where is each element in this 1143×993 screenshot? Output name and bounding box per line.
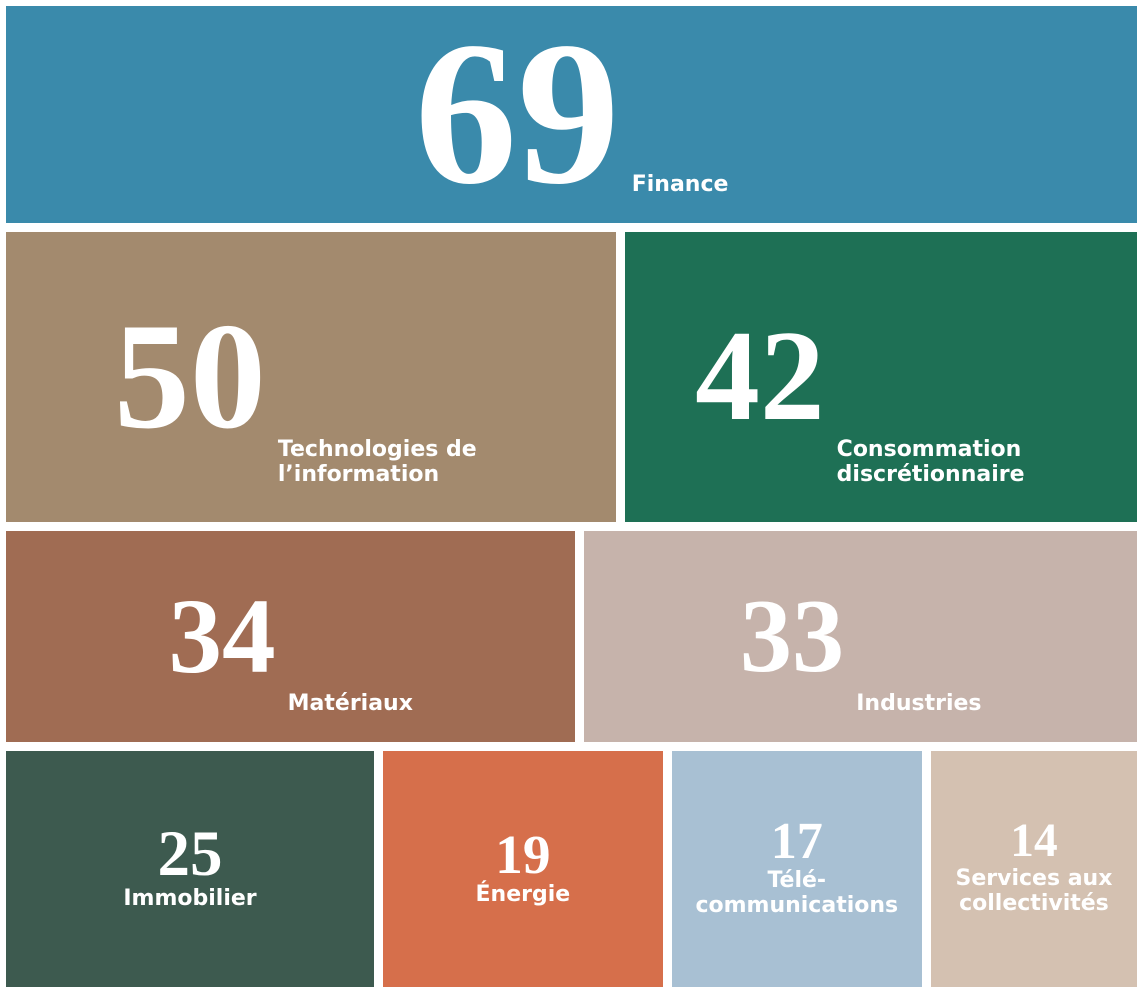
- tile: 34 Matériaux: [6, 530, 576, 742]
- tile-value: 42: [695, 304, 825, 448]
- tile-label: Immobilier: [123, 885, 257, 911]
- tile-value: 25: [157, 817, 223, 890]
- tile: 50 Technologies de l’information: [6, 232, 616, 522]
- tile-value: 17: [770, 812, 823, 871]
- tile-label: Télé-communications: [695, 867, 899, 919]
- tile-value: 14: [1010, 815, 1058, 868]
- tile: 14 Services aux collectivités: [930, 750, 1137, 987]
- tile-value: 19: [495, 823, 551, 885]
- tile-label: Industries: [856, 691, 982, 717]
- tile-label: Finance: [631, 171, 729, 197]
- tile: 25 Immobilier: [6, 750, 374, 987]
- tile-value: 34: [168, 576, 276, 696]
- tile: 33 Industries: [584, 530, 1137, 742]
- tile: 17 Télé-communications: [671, 750, 922, 987]
- tile-value: 69: [414, 6, 620, 224]
- tile-label: Matériaux: [287, 691, 413, 717]
- tile-label: Énergie: [475, 881, 571, 907]
- tile-label: Services aux collectivités: [955, 865, 1113, 917]
- tile-label: Technologies de l’information: [277, 436, 477, 487]
- tile: 19 Énergie: [383, 750, 663, 987]
- tile-label: Consommation discrétionnaire: [836, 436, 1025, 487]
- tile-value: 50: [113, 292, 266, 461]
- tile: 69 Finance: [6, 6, 1137, 224]
- tile-value: 33: [739, 578, 845, 694]
- tile: 42 Consommation discrétionnaire: [624, 232, 1137, 522]
